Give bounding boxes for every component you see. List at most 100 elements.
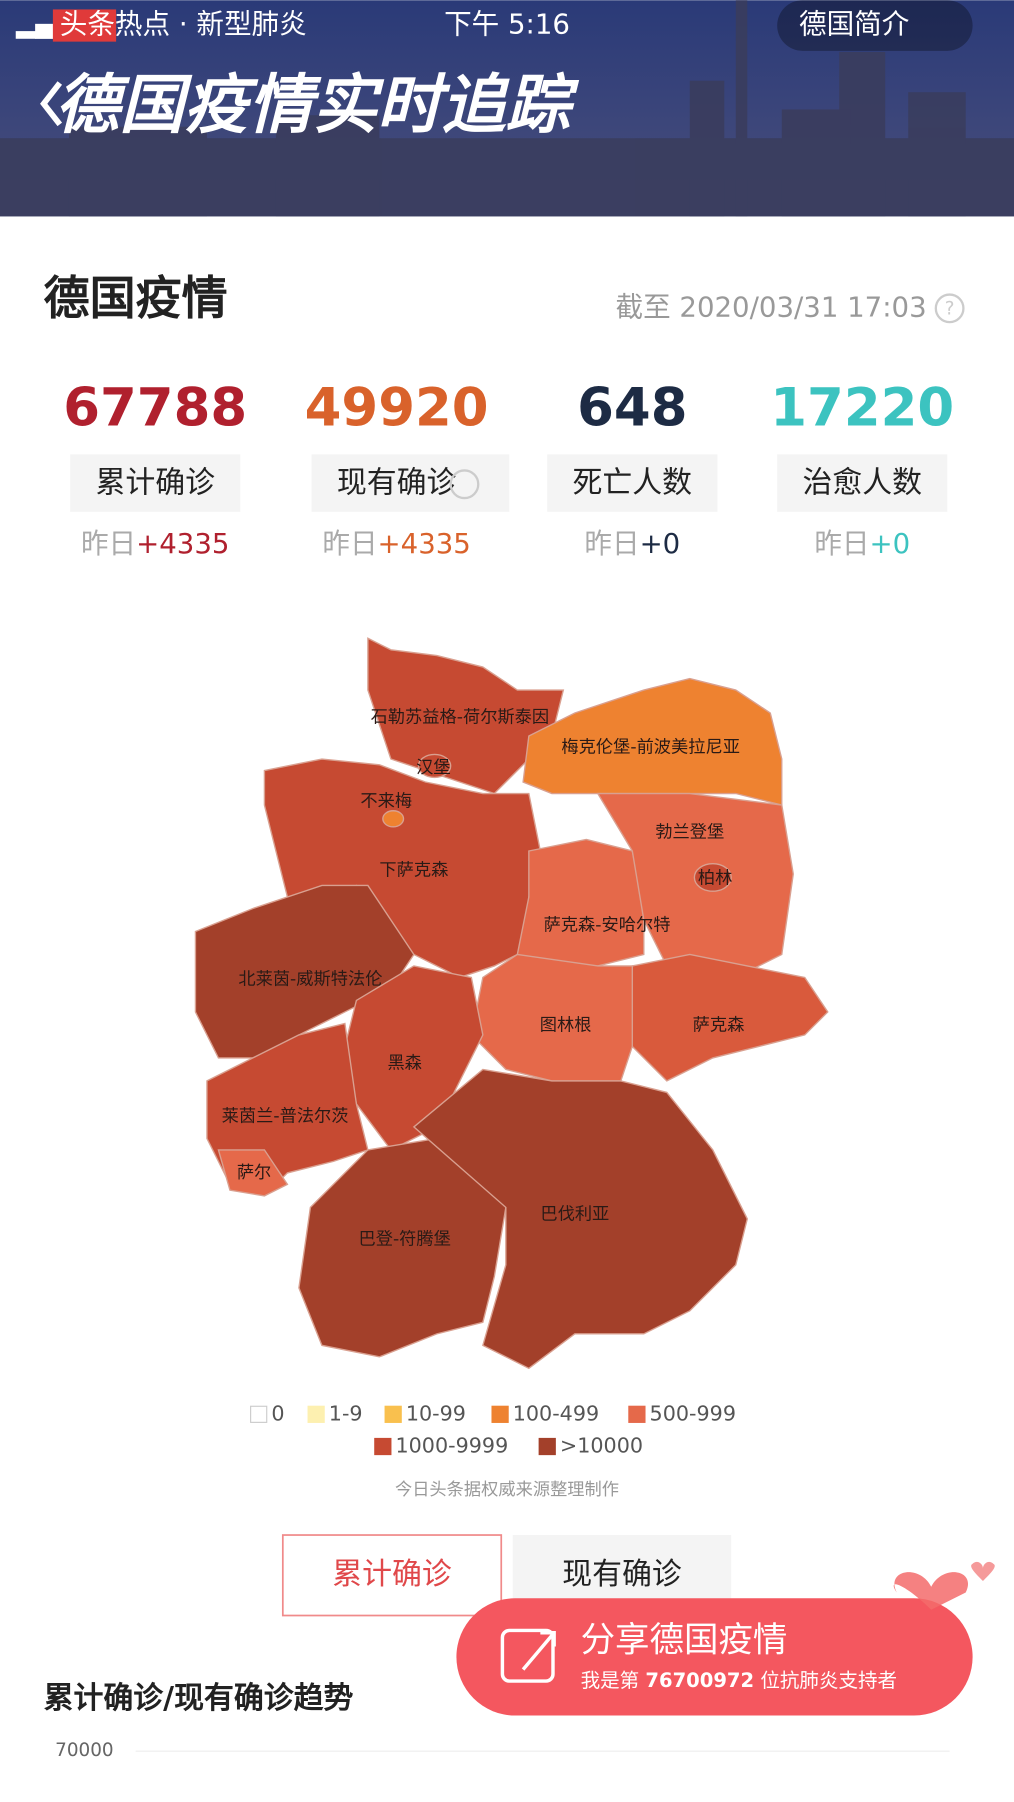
help-mark[interactable]: ? bbox=[945, 299, 955, 320]
share-suffix[interactable]: 位抗肺炎支持者 bbox=[760, 1669, 897, 1692]
legend-swatch bbox=[491, 1405, 509, 1423]
stat-delta: 昨日+0 bbox=[584, 527, 680, 560]
region-label: 巴登-符腾堡 bbox=[358, 1230, 450, 1250]
stats: 67788累计确诊昨日+433549920现有确诊昨日+4335648死亡人数昨… bbox=[63, 377, 954, 560]
share-count[interactable]: 76700972 bbox=[645, 1669, 754, 1692]
channel: 头条热点 · 新型肺炎 bbox=[60, 8, 307, 41]
tab-active[interactable] bbox=[281, 1534, 503, 1617]
stat-label: 现有确诊 bbox=[337, 466, 457, 501]
back-button[interactable] bbox=[40, 81, 63, 127]
delta-prefix: 昨日 bbox=[322, 527, 377, 560]
legend-swatch bbox=[307, 1405, 325, 1423]
legend-swatch bbox=[384, 1405, 402, 1423]
stat-delta: 昨日+4335 bbox=[81, 527, 229, 560]
region-label: 汉堡 bbox=[416, 758, 450, 778]
region bbox=[596, 792, 794, 979]
legend-swatch bbox=[628, 1405, 646, 1423]
stat-label-bg bbox=[70, 454, 241, 512]
help-icon[interactable] bbox=[449, 469, 480, 500]
region bbox=[516, 838, 645, 979]
region-label: 萨尔 bbox=[237, 1163, 271, 1183]
tab-label[interactable]: 现有确诊 bbox=[562, 1557, 682, 1592]
delta-prefix: 昨日 bbox=[81, 527, 136, 560]
delta-value: +4335 bbox=[378, 527, 471, 560]
region-label: 勃兰登堡 bbox=[655, 823, 724, 843]
region-label: 巴伐利亚 bbox=[540, 1204, 609, 1224]
region bbox=[217, 1149, 289, 1197]
region-labels: 石勒苏益格-荷尔斯泰因 汉堡 梅克伦堡-前波美拉尼亚 不来梅 下萨克森 勃兰登堡… bbox=[222, 708, 745, 1250]
region-label: 萨克森-安哈尔特 bbox=[544, 916, 671, 936]
share-title[interactable]: 分享德国疫情 bbox=[581, 1620, 788, 1660]
germany-map bbox=[194, 637, 829, 1370]
delta-prefix: 昨日 bbox=[814, 527, 869, 560]
region bbox=[417, 753, 452, 779]
region bbox=[382, 810, 405, 828]
legend-label: 100-499 bbox=[513, 1401, 599, 1425]
intro-link[interactable]: 德国简介 bbox=[799, 8, 909, 41]
region-label: 图林根 bbox=[540, 1016, 592, 1036]
region-label: 下萨克森 bbox=[379, 861, 448, 881]
delta-value: +4335 bbox=[136, 527, 229, 560]
stat-value: 67788 bbox=[63, 377, 247, 438]
stat-value: 648 bbox=[577, 377, 687, 438]
region-label: 萨克森 bbox=[693, 1016, 745, 1036]
stat-delta: 昨日+0 bbox=[814, 527, 910, 560]
skyline bbox=[0, 0, 1014, 217]
share-arrow[interactable] bbox=[521, 1631, 556, 1671]
legend-label: 1000-9999 bbox=[395, 1434, 508, 1458]
region-label: 柏林 bbox=[698, 869, 732, 889]
stat-label: 死亡人数 bbox=[573, 466, 693, 501]
region bbox=[693, 862, 732, 892]
stat-label: 治愈人数 bbox=[802, 466, 922, 501]
intro-pill[interactable] bbox=[777, 0, 973, 51]
stat-label-bg bbox=[777, 454, 948, 512]
updated-time: 截至 2020/03/31 17:03 bbox=[616, 290, 927, 323]
stat-label: 累计确诊 bbox=[95, 466, 215, 501]
clock: 下午 5:16 bbox=[444, 8, 570, 41]
help-icon[interactable] bbox=[934, 293, 965, 324]
banner-title: 德国疫情实时追踪 bbox=[55, 68, 580, 143]
y-tick-label: 70000 bbox=[55, 1740, 113, 1761]
region-label: 黑森 bbox=[387, 1054, 421, 1074]
region-label: 石勒苏益格-荷尔斯泰因 bbox=[371, 708, 550, 728]
delta-value: +0 bbox=[869, 527, 910, 560]
legend: 0 1-9 10-99 100-499 500-999 1000-9999 >10000 bbox=[250, 1401, 736, 1458]
region bbox=[412, 1068, 749, 1370]
legend-label: 0 bbox=[271, 1401, 284, 1425]
trend-axis: 70000 bbox=[55, 1740, 950, 1761]
region-label: 梅克伦堡-前波美拉尼亚 bbox=[561, 738, 740, 758]
legend-label: 500-999 bbox=[650, 1401, 736, 1425]
share-prefix[interactable]: 我是第 bbox=[581, 1669, 640, 1692]
trend-title: 累计确诊/现有确诊趋势 bbox=[44, 1681, 354, 1716]
share-button[interactable] bbox=[456, 1598, 973, 1716]
stat-value: 17220 bbox=[770, 377, 954, 438]
tab-label[interactable]: 累计确诊 bbox=[332, 1557, 452, 1592]
heart-deco bbox=[893, 1572, 969, 1610]
section-title: 德国疫情 bbox=[44, 271, 228, 325]
heart-deco bbox=[971, 1561, 995, 1582]
stat-label-bg bbox=[547, 454, 718, 512]
region bbox=[298, 1137, 507, 1358]
region bbox=[631, 953, 829, 1082]
stat-label-bg bbox=[311, 454, 510, 512]
share-icon[interactable] bbox=[500, 1628, 555, 1683]
legend-swatch bbox=[250, 1405, 268, 1423]
region-label: 莱茵兰-普法尔茨 bbox=[222, 1107, 349, 1127]
delta-prefix: 昨日 bbox=[584, 527, 639, 560]
legend-label: 1-9 bbox=[329, 1401, 363, 1425]
region-label: 北莱茵-威斯特法伦 bbox=[238, 970, 382, 990]
region-label: 不来梅 bbox=[360, 792, 412, 812]
stat-delta: 昨日+4335 bbox=[322, 527, 470, 560]
legend-swatch bbox=[374, 1437, 392, 1456]
share-subtitle[interactable]: 我是第 76700972 位抗肺炎支持者 bbox=[581, 1669, 897, 1692]
stat-value: 49920 bbox=[305, 377, 489, 438]
source-note: 今日头条据权威来源整理制作 bbox=[395, 1480, 619, 1500]
channel-tag bbox=[52, 9, 117, 42]
legend-label: >10000 bbox=[560, 1434, 643, 1458]
legend-label: 10-99 bbox=[406, 1401, 466, 1425]
delta-value: +0 bbox=[640, 527, 681, 560]
region bbox=[470, 953, 634, 1082]
legend-swatch bbox=[538, 1437, 556, 1456]
